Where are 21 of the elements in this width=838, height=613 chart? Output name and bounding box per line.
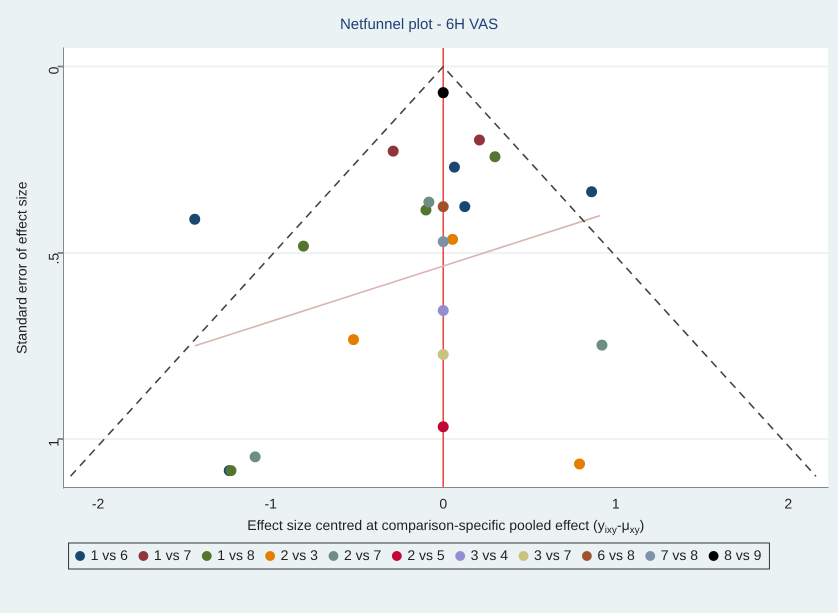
legend-label: 3 vs 4 [470, 546, 508, 563]
y-tick-label: 1 [45, 438, 62, 447]
legend-label: 2 vs 5 [407, 546, 445, 563]
y-tick-label: .5 [45, 252, 62, 264]
x-tick-label: -2 [92, 496, 105, 512]
x-tick-label: 2 [784, 496, 792, 512]
x-tick-label: 1 [612, 496, 620, 512]
chart-title: Netfunnel plot - 6H VAS [340, 16, 498, 34]
legend-label: 1 vs 6 [90, 546, 128, 563]
legend-label: 3 vs 7 [534, 546, 572, 563]
legend-label: 1 vs 7 [154, 546, 192, 563]
y-tick-label: 0 [45, 66, 62, 74]
legend-label: 2 vs 7 [344, 546, 382, 563]
y-axis-title: Standard error of effect size [13, 181, 30, 354]
x-tick-label: 0 [439, 496, 448, 512]
x-tick-label: -1 [264, 496, 278, 512]
legend-label: 6 vs 8 [597, 546, 635, 563]
legend-label: 1 vs 8 [217, 546, 255, 563]
legend-label: 8 vs 9 [724, 546, 762, 563]
legend-label: 7 vs 8 [660, 546, 698, 563]
legend-label: 2 vs 3 [280, 546, 318, 563]
